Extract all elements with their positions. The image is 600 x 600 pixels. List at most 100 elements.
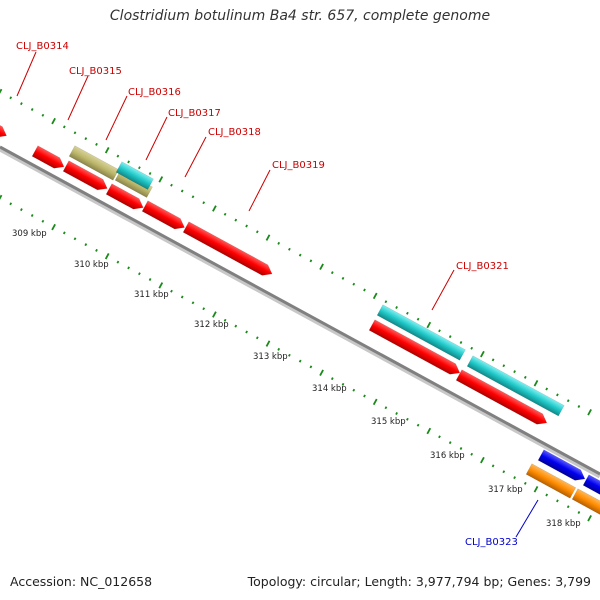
inner-tick (319, 369, 324, 376)
outer-tick (395, 306, 398, 309)
outer-tick (288, 247, 291, 251)
gene-arrow-b0322 (455, 369, 548, 425)
inner-tick (395, 412, 398, 415)
gene-arrow-b0316r (105, 183, 144, 210)
inner-tick (73, 237, 77, 241)
inner-tick (234, 324, 238, 328)
gene-arrow-b0323-blue2 (582, 474, 600, 497)
inner-tick (513, 476, 516, 480)
scale-label-310: 310 kbp (74, 260, 109, 270)
callout-line-b0315 (67, 75, 89, 121)
inner-tick (277, 347, 281, 351)
inner-tick (138, 272, 141, 276)
gene-arrow-b0314 (31, 145, 65, 169)
outer-tick (180, 189, 184, 193)
outer-tick (127, 160, 130, 164)
inner-tick (148, 278, 152, 281)
outer-tick (298, 253, 302, 257)
outer-tick (148, 172, 152, 175)
inner-tick (51, 223, 56, 231)
callout-line-b0321 (431, 269, 455, 311)
callout-line-b0318 (184, 136, 207, 178)
outer-tick (416, 317, 420, 321)
callout-line-b0316 (105, 95, 128, 141)
inner-tick (127, 266, 130, 270)
scale-label-312: 312 kbp (194, 320, 229, 330)
gene-arrow-b0318 (141, 200, 185, 230)
inner-tick (533, 485, 539, 493)
gene-box-b0316 (68, 145, 120, 181)
inner-tick (158, 282, 164, 289)
inner-tick (202, 307, 206, 311)
inner-tick (265, 340, 271, 347)
outer-tick (84, 137, 88, 141)
inner-tick (341, 382, 345, 386)
outer-tick-row (0, 88, 592, 416)
outer-tick (41, 113, 45, 117)
inner-tick (288, 353, 291, 357)
scale-labels: 309 kbp 310 kbp 311 kbp 312 kbp 313 kbp … (12, 229, 581, 529)
scale-label-314: 314 kbp (312, 384, 347, 394)
genome-backbone (0, 145, 600, 476)
gene-label-b0317: CLJ_B0317 (168, 108, 221, 119)
outer-tick (352, 282, 356, 286)
map-title: Clostridium botulinum Ba4 str. 657, comp… (109, 8, 491, 24)
inner-tick (459, 447, 463, 450)
genome-backbone-shadow (0, 146, 600, 479)
inner-tick (255, 336, 259, 340)
outer-tick (545, 387, 549, 391)
outer-tick (9, 96, 13, 100)
gene-label-b0319: CLJ_B0319 (272, 160, 325, 171)
backbone-group (0, 145, 600, 479)
inner-tick (212, 311, 217, 318)
inner-tick (95, 248, 98, 252)
inner-tick (502, 470, 506, 474)
outer-tick (255, 230, 259, 234)
inner-tick (20, 208, 23, 212)
outer-tick (234, 218, 238, 222)
gene-label-b0318: CLJ_B0318 (208, 127, 261, 138)
gene-arrow-b0320 (368, 319, 461, 375)
gene-features (0, 124, 600, 519)
outer-tick (62, 125, 66, 129)
inner-tick (566, 505, 570, 509)
inner-tick-row (0, 194, 592, 522)
callout-line-b0314 (16, 51, 37, 97)
outer-tick (265, 234, 271, 241)
inner-tick (587, 515, 592, 522)
outer-tick (330, 271, 334, 275)
gene-box-b0317-cyan (115, 161, 154, 190)
outer-tick (104, 146, 110, 154)
inner-tick (577, 511, 581, 514)
accession-text: Accession: NC_012658 (10, 574, 153, 589)
gene-box-b0324-orange (571, 488, 600, 519)
outer-tick (438, 329, 441, 333)
outer-tick (577, 405, 581, 408)
outer-tick (191, 195, 195, 199)
inner-tick (545, 493, 549, 497)
gene-arrow-b0319 (182, 221, 273, 276)
gene-arrow-b0313-edge (0, 124, 7, 138)
gene-label-b0315: CLJ_B0315 (69, 66, 122, 77)
inner-tick (0, 194, 3, 202)
inner-tick (9, 202, 13, 206)
callout-line-b0317 (145, 116, 168, 161)
callout-line-b0323 (515, 499, 539, 538)
outer-tick (0, 88, 3, 96)
inner-tick (352, 388, 356, 392)
gene-label-b0314: CLJ_B0314 (16, 41, 69, 52)
outer-tick (277, 241, 281, 245)
outer-tick (587, 409, 592, 416)
inner-tick (406, 417, 409, 421)
outer-tick (533, 379, 539, 387)
outer-tick (202, 201, 206, 205)
inner-tick (438, 435, 441, 439)
outer-tick (406, 311, 409, 315)
outer-tick (448, 335, 452, 339)
outer-tick (470, 346, 474, 350)
inner-tick (170, 289, 173, 293)
outer-tick (95, 142, 98, 146)
scale-label-318: 318 kbp (546, 519, 581, 529)
outer-tick (491, 358, 495, 362)
